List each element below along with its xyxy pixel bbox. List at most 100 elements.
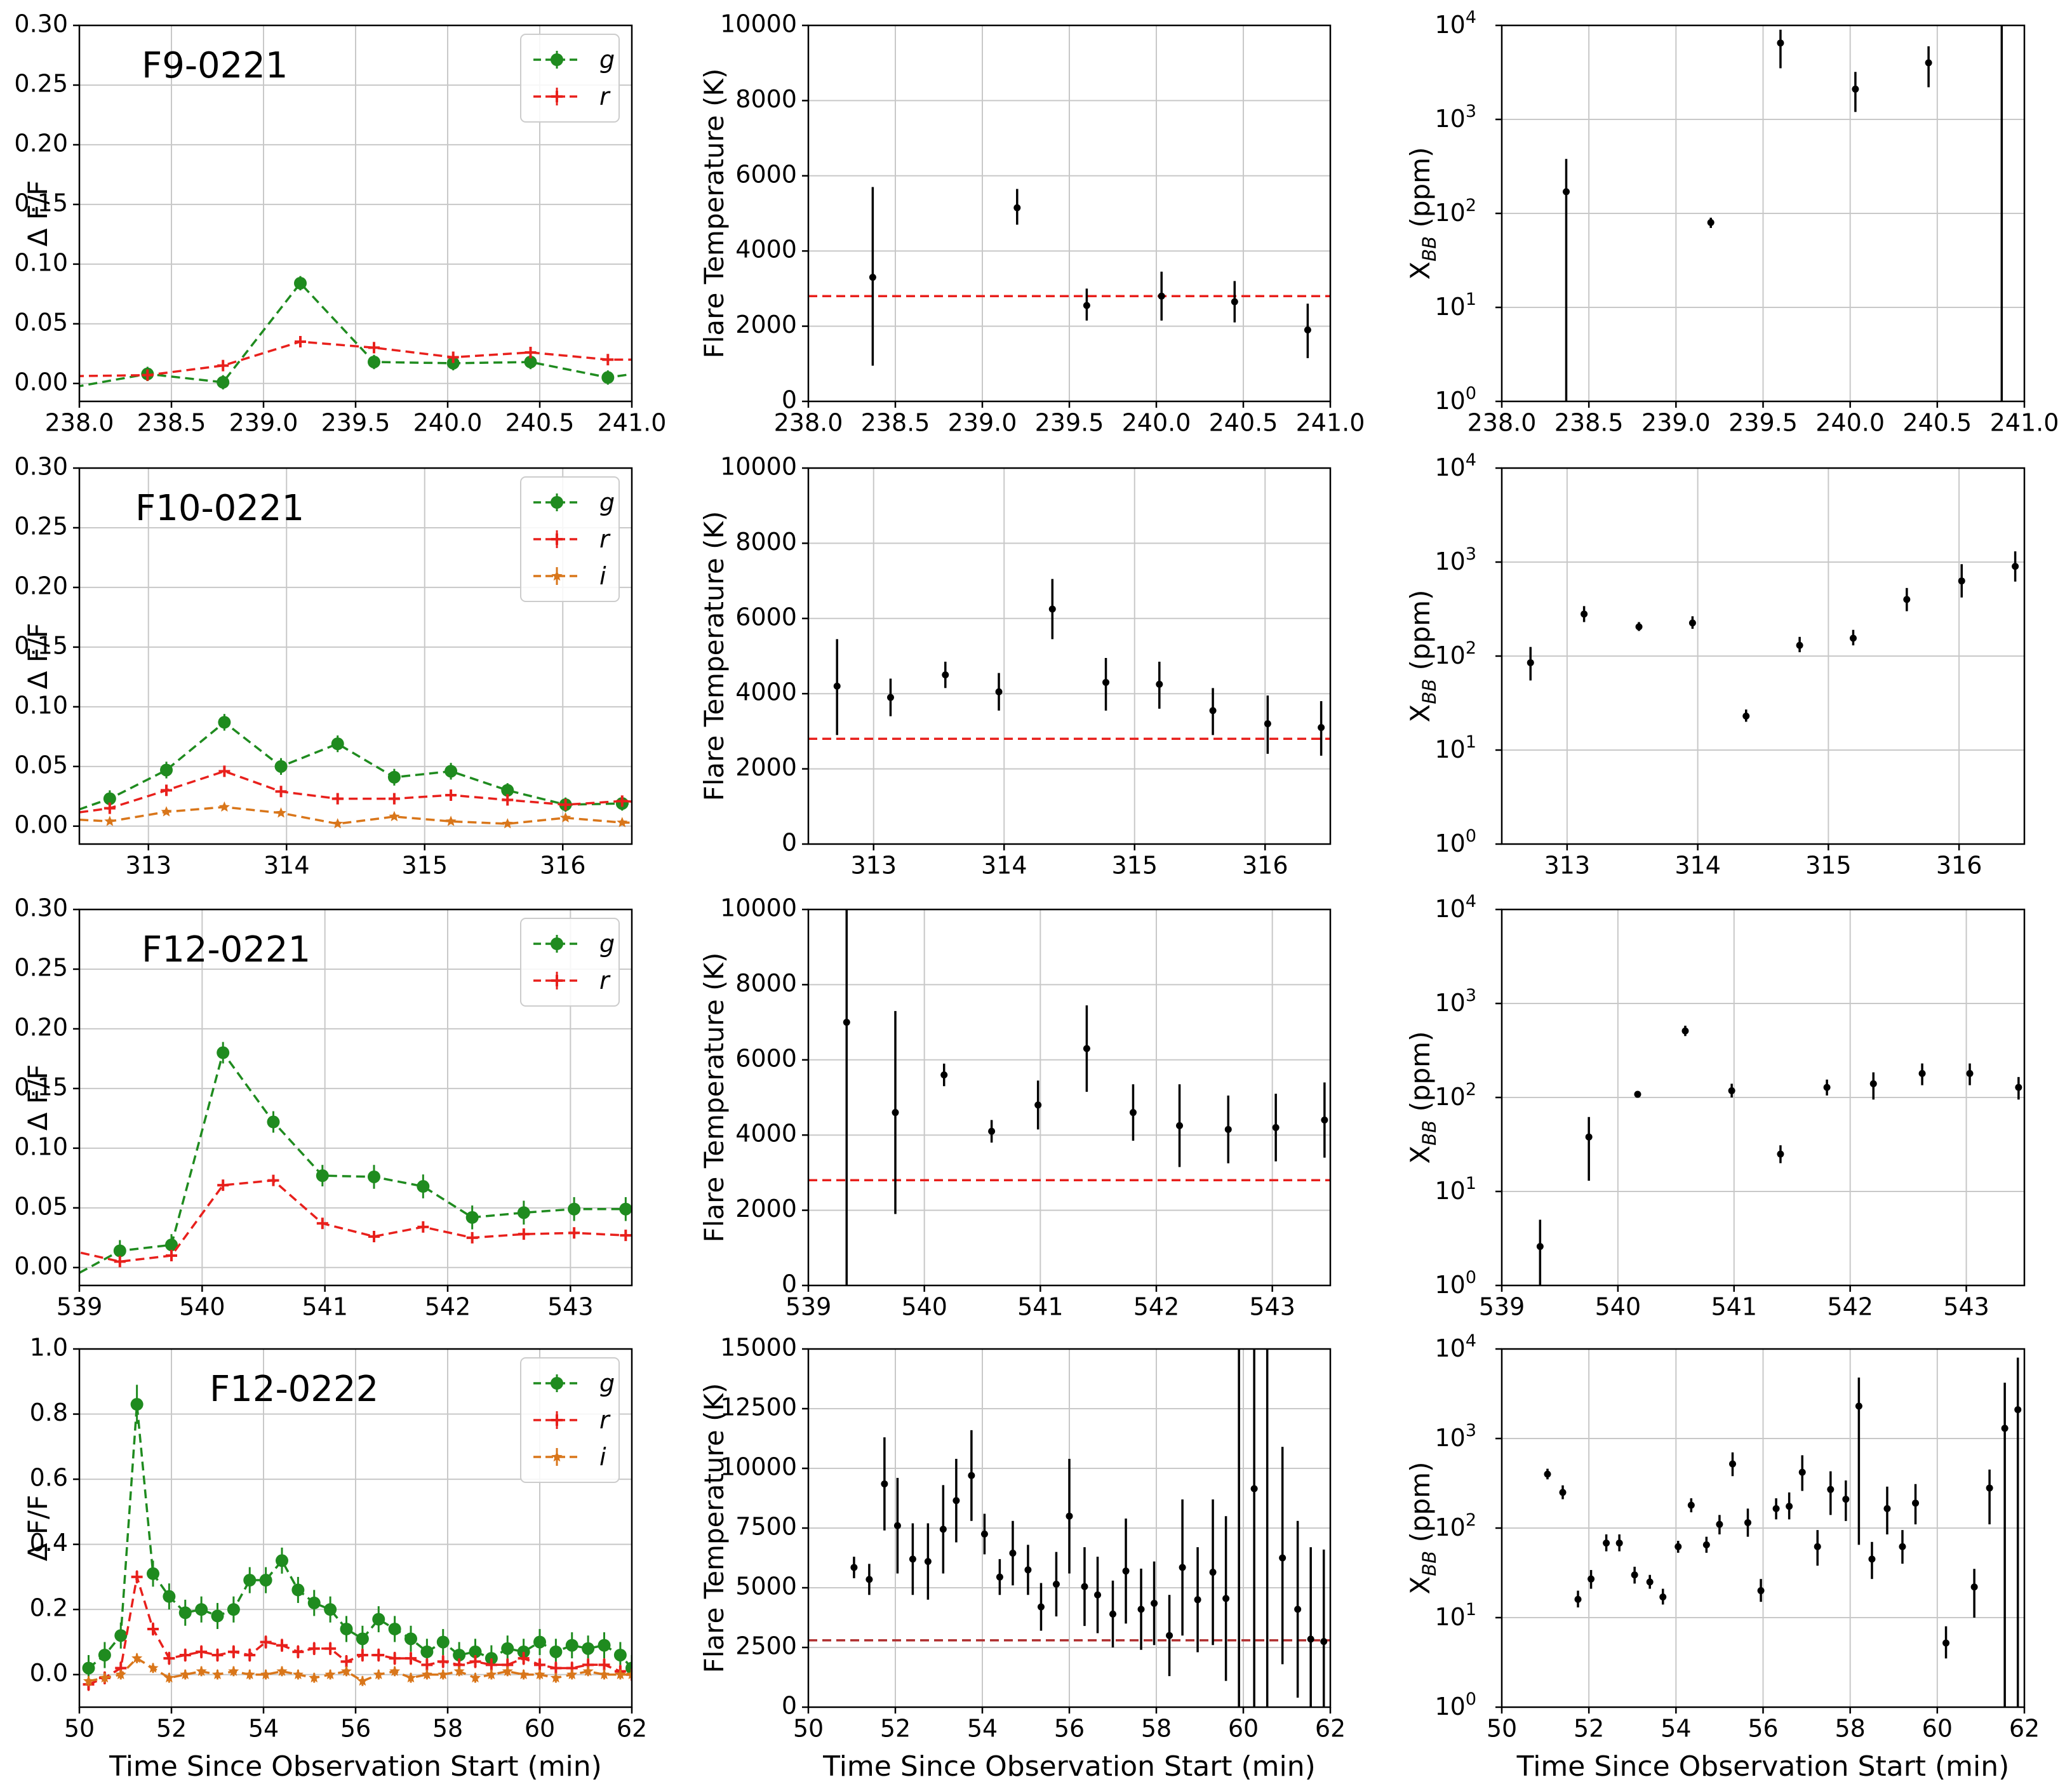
- data-point: [1918, 1070, 1926, 1077]
- data-point-i: [550, 1672, 561, 1683]
- data-point-g: [420, 1645, 434, 1658]
- x-tick-label: 540: [179, 1293, 225, 1321]
- x-tick-label: 315: [1111, 852, 1158, 880]
- data-point: [1603, 1539, 1610, 1547]
- data-point: [1222, 1595, 1230, 1602]
- data-point: [1903, 596, 1911, 603]
- legend: gri: [520, 476, 620, 602]
- data-point-i: [83, 1675, 95, 1686]
- series-line-g: [79, 1050, 632, 1275]
- data-point-i: [228, 1665, 239, 1676]
- legend-marker-r: [551, 91, 563, 102]
- y-tick-label: 0.25: [14, 953, 68, 981]
- x-axis: 539 540 541 542 543: [785, 1285, 1295, 1321]
- data-point: [1966, 1070, 1974, 1077]
- plot-area: [79, 1042, 650, 1275]
- data-point-r: [466, 1231, 478, 1244]
- legend: gr: [520, 34, 620, 123]
- data-point: [1052, 1580, 1060, 1588]
- y-tick-label: 0.30: [14, 10, 68, 38]
- data-point: [1707, 218, 1714, 226]
- data-points: [843, 909, 1328, 1285]
- series-g: [82, 1385, 632, 1681]
- y-axis-label: Δ F/F: [22, 1064, 53, 1131]
- plot-area: [82, 1385, 632, 1691]
- data-point-r: [502, 794, 514, 806]
- data-point-g: [644, 365, 657, 378]
- data-point-i: [324, 1668, 336, 1679]
- data-point-r: [568, 1227, 580, 1239]
- data-point-g: [217, 375, 230, 389]
- y-axis: 100 101 102 103 104: [1434, 1331, 1502, 1721]
- y-tick-label: 104: [1434, 1331, 1476, 1362]
- data-point-i: [389, 810, 400, 822]
- data-point: [1094, 1591, 1102, 1599]
- data-point-g: [582, 1642, 595, 1655]
- data-point-r: [340, 1656, 352, 1668]
- data-point: [1646, 1578, 1654, 1586]
- x-tick-label: 314: [981, 852, 1027, 880]
- data-point-r: [469, 1656, 481, 1668]
- data-point-i: [421, 1668, 432, 1679]
- data-point: [1179, 1564, 1186, 1571]
- grid: [1501, 909, 2024, 1286]
- data-point-r: [324, 1642, 337, 1654]
- data-point: [1081, 1583, 1088, 1590]
- data-point: [1852, 85, 1859, 93]
- panel-0-0: 238.0 238.5 239.0 239.5 240.0 240.5 241.00.000…: [14, 10, 666, 437]
- x-tick-label: 541: [1711, 1293, 1758, 1321]
- data-point-r: [518, 1228, 530, 1240]
- data-point-r: [161, 784, 173, 796]
- y-tick-label: 0.00: [14, 1252, 68, 1280]
- data-point-g: [211, 1609, 224, 1623]
- x-tick-label: 313: [1544, 852, 1591, 880]
- y-tick-label: 101: [1434, 1174, 1476, 1205]
- legend-frame: [520, 918, 620, 1007]
- series-line-r: [79, 340, 632, 377]
- data-point-r: [638, 1230, 650, 1241]
- data-point: [1615, 1539, 1623, 1547]
- x-tick-label: 238.5: [1554, 409, 1624, 437]
- data-point: [1869, 1080, 1877, 1087]
- data-point-r: [421, 1659, 433, 1671]
- data-point-r: [131, 1571, 143, 1583]
- data-point-g: [444, 765, 458, 778]
- data-point-g: [147, 1567, 159, 1580]
- data-point-g: [307, 1596, 321, 1609]
- y-tick-label: 101: [1434, 732, 1476, 763]
- data-point: [1176, 1122, 1184, 1129]
- data-point-g: [218, 716, 231, 729]
- x-tick-label: 240.5: [505, 409, 575, 437]
- plot-area: [808, 909, 1330, 1285]
- data-point-i: [147, 1662, 159, 1673]
- y-tick-label: 0: [782, 386, 797, 414]
- x-tick-label: 240.5: [1209, 409, 1278, 437]
- data-point-i: [566, 1668, 578, 1679]
- data-point-g: [446, 356, 460, 370]
- data-point: [1083, 1045, 1090, 1052]
- y-tick-label: 0.00: [14, 368, 68, 396]
- data-point-i: [389, 1665, 401, 1676]
- x-tick-label: 52: [1574, 1715, 1604, 1743]
- data-point: [1294, 1606, 1302, 1613]
- x-tick-label: 50: [1487, 1715, 1517, 1743]
- y-tick-label: 0.00: [14, 810, 68, 838]
- data-point: [1925, 59, 1932, 67]
- data-point: [968, 1472, 975, 1479]
- data-point-g: [217, 1046, 230, 1059]
- x-tick-label: 58: [432, 1715, 463, 1743]
- data-point-g: [82, 1661, 95, 1675]
- x-tick-label: 543: [547, 1293, 594, 1321]
- data-point-g: [639, 797, 652, 810]
- data-point-g: [356, 1632, 369, 1646]
- y-axis: 0.0 0.2 0.4 0.6 0.8 1.0: [30, 1334, 79, 1687]
- data-point-g: [388, 1622, 401, 1635]
- x-axis: 238.0 238.5 239.0 239.5 240.0 240.5 241.0: [1467, 401, 2059, 437]
- data-point-r: [518, 1653, 530, 1665]
- data-point-g: [417, 1180, 430, 1193]
- data-point: [833, 682, 841, 690]
- data-point: [1236, 1298, 1243, 1305]
- x-tick-label: 52: [156, 1715, 187, 1743]
- data-point: [866, 1576, 873, 1583]
